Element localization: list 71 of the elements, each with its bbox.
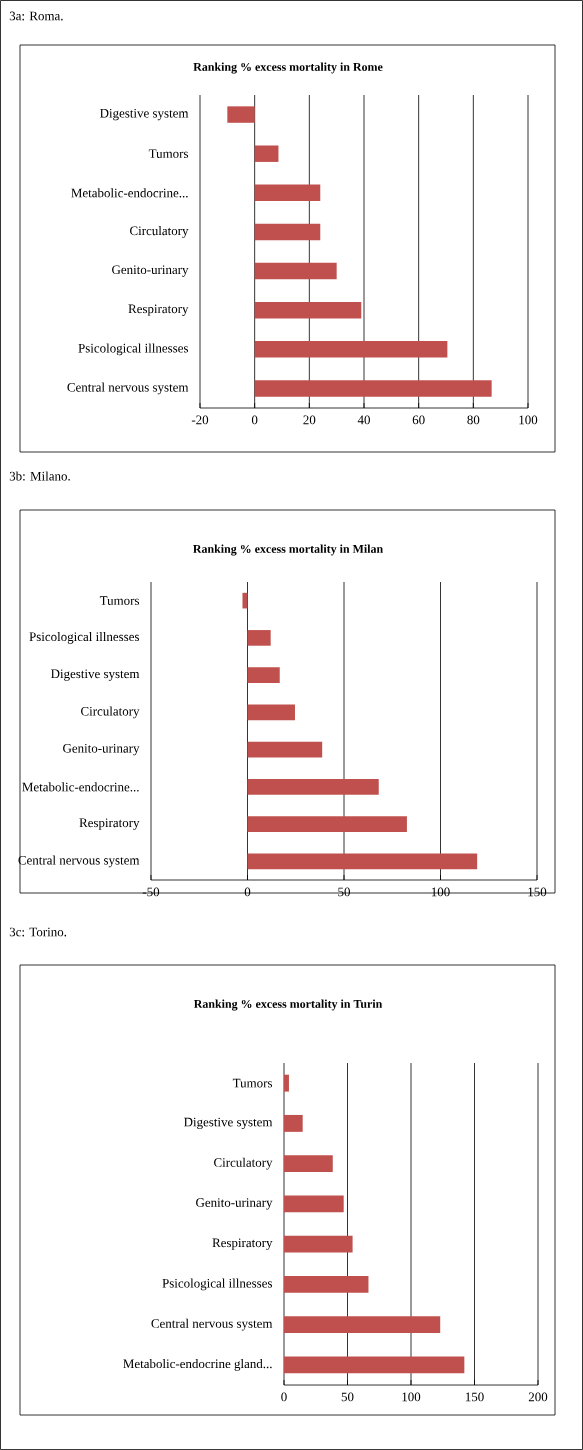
bar bbox=[284, 1316, 441, 1334]
y-tick-label: Respiratory bbox=[128, 304, 189, 316]
x-tick-label: 200 bbox=[528, 1392, 548, 1402]
text: 3c: Torino. bbox=[9, 927, 67, 937]
y-tick-label: Metabolic-endocrine gland... bbox=[123, 1359, 272, 1371]
y-tick-label: Digestive system bbox=[51, 669, 140, 681]
y-tick-label: Central nervous system bbox=[67, 382, 189, 395]
x-tick-label: 50 bbox=[338, 887, 350, 897]
bar bbox=[254, 301, 362, 319]
y-tick-label: Circulatory bbox=[130, 226, 189, 238]
bar bbox=[254, 145, 279, 162]
bar bbox=[284, 1235, 353, 1253]
bar bbox=[284, 1114, 303, 1132]
bar bbox=[247, 779, 379, 795]
x-tick-label: 100 bbox=[402, 1392, 421, 1402]
y-tick-label: Metabolic-endocrine... bbox=[22, 782, 139, 792]
bar bbox=[247, 816, 407, 832]
bar bbox=[284, 1155, 333, 1173]
bar bbox=[247, 667, 280, 683]
bar bbox=[254, 262, 337, 280]
bar bbox=[242, 592, 248, 609]
bar bbox=[284, 1195, 344, 1213]
y-tick-label: Respiratory bbox=[79, 818, 140, 830]
x-tick-label: 0 bbox=[281, 1392, 287, 1402]
y-tick-label: Psicological illnesses bbox=[162, 1278, 273, 1291]
bar bbox=[254, 380, 492, 397]
x-tick-label: 0 bbox=[244, 887, 251, 897]
chart-title: Ranking % excess mortality in Turin bbox=[193, 999, 383, 1011]
x-tick-label: 50 bbox=[341, 1392, 354, 1402]
text: 3b: Milano. bbox=[9, 471, 70, 481]
bar bbox=[247, 704, 295, 721]
y-tick-label: Central nervous system bbox=[151, 1318, 273, 1331]
bar bbox=[227, 106, 255, 123]
bar bbox=[284, 1074, 289, 1092]
bar bbox=[247, 741, 323, 758]
x-tick-label: 40 bbox=[357, 415, 370, 425]
x-tick-label: -50 bbox=[142, 887, 160, 897]
x-tick-label: 150 bbox=[528, 887, 547, 897]
chart-title: Ranking % excess mortality in Rome bbox=[193, 62, 383, 74]
x-tick-label: 100 bbox=[431, 887, 450, 897]
chart-title: Ranking % excess mortality in Milan bbox=[193, 544, 383, 556]
y-tick-label: Respiratory bbox=[212, 1238, 273, 1250]
y-tick-label: Genito-urinary bbox=[196, 1198, 273, 1210]
x-tick-label: 100 bbox=[519, 415, 538, 425]
bar bbox=[284, 1275, 369, 1293]
y-tick-label: Central nervous system bbox=[18, 855, 140, 868]
bar bbox=[247, 630, 271, 646]
x-tick-label: 60 bbox=[412, 415, 425, 425]
y-tick-label: Tumors bbox=[99, 596, 140, 605]
x-tick-label: 80 bbox=[467, 415, 480, 425]
y-tick-label: Tumors bbox=[148, 149, 189, 158]
y-tick-label: Digestive system bbox=[100, 108, 189, 121]
x-tick-label: 150 bbox=[465, 1392, 484, 1402]
bar bbox=[254, 184, 321, 202]
y-tick-label: Circulatory bbox=[214, 1157, 273, 1170]
bar bbox=[247, 853, 478, 870]
y-tick-label: Metabolic-endocrine... bbox=[71, 188, 188, 198]
y-tick-label: Tumors bbox=[232, 1078, 273, 1088]
text: 3a: Roma. bbox=[9, 11, 63, 21]
x-tick-label: -20 bbox=[191, 415, 209, 425]
y-tick-label: Digestive system bbox=[184, 1117, 273, 1130]
bar bbox=[254, 223, 321, 241]
y-tick-label: Genito-urinary bbox=[63, 743, 140, 756]
y-tick-label: Genito-urinary bbox=[112, 265, 189, 277]
x-tick-label: 20 bbox=[303, 415, 316, 425]
bar bbox=[284, 1356, 465, 1374]
bar bbox=[254, 341, 448, 358]
y-tick-label: Psicological illnesses bbox=[29, 632, 140, 644]
y-tick-label: Psicological illnesses bbox=[78, 343, 189, 356]
y-tick-label: Circulatory bbox=[81, 706, 140, 719]
x-tick-label: 0 bbox=[251, 415, 258, 425]
